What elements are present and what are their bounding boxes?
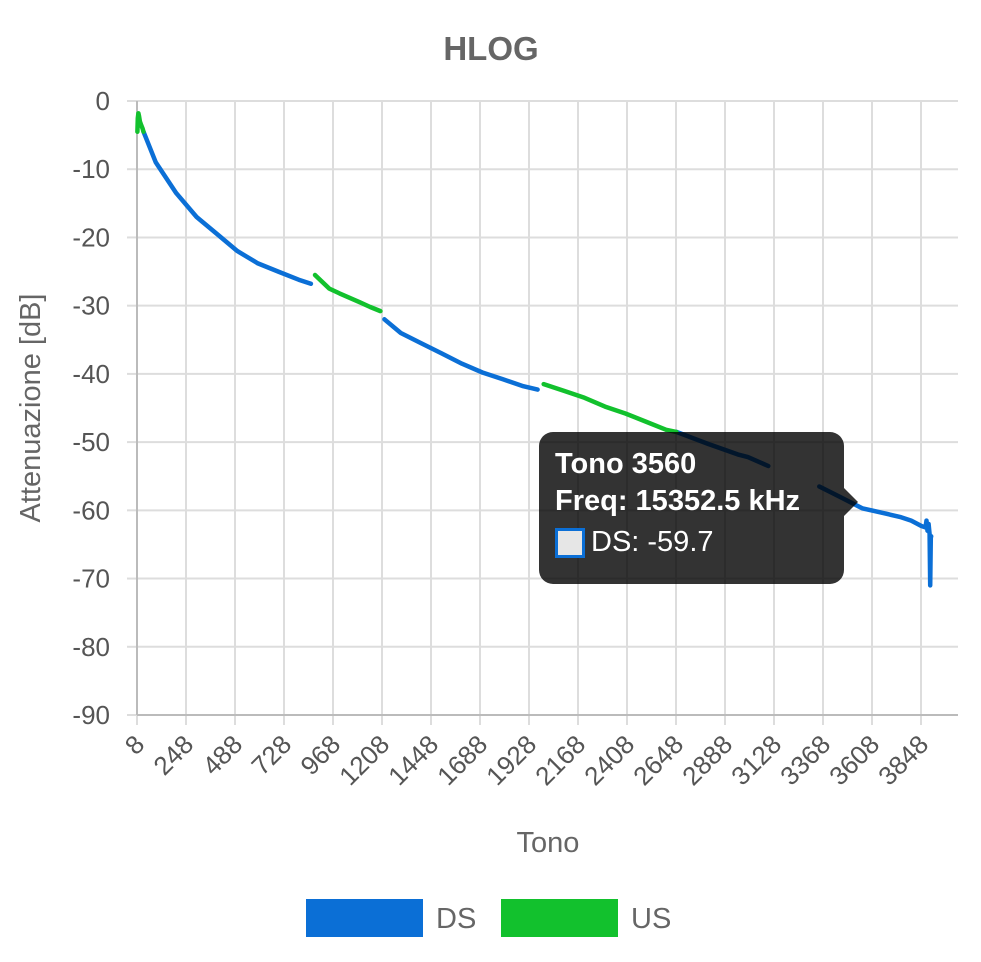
tooltip-caret bbox=[844, 488, 858, 516]
series-line-ds bbox=[382, 317, 540, 392]
axes bbox=[136, 101, 958, 716]
tooltip-body: DS: -59.7 bbox=[555, 526, 828, 559]
y-tick-label: -80 bbox=[72, 632, 110, 662]
legend: DS US bbox=[306, 899, 671, 937]
x-tick-label: 3128 bbox=[725, 729, 787, 791]
tooltip-color-swatch bbox=[555, 527, 585, 558]
x-axis-title: Tono bbox=[517, 827, 580, 859]
x-tick-label: 1208 bbox=[333, 729, 395, 791]
grid bbox=[127, 100, 958, 725]
y-tick-label: -90 bbox=[72, 700, 110, 730]
series-line-ds bbox=[923, 518, 934, 588]
tooltip-frequency: Freq: 15352.5 kHz bbox=[555, 485, 801, 517]
y-tick-label: -10 bbox=[72, 154, 110, 184]
tooltip: Tono 3560 Freq: 15352.5 kHz DS: -59.7 bbox=[539, 432, 858, 584]
legend-item-ds[interactable]: DS bbox=[306, 899, 476, 937]
x-tick-label: 1448 bbox=[382, 729, 444, 791]
series-line-ds bbox=[141, 129, 314, 287]
y-axis-title: Attenuazione [dB] bbox=[15, 294, 47, 523]
y-tick-labels: 0 -10 -20 -30 -40 -50 -60 -70 -80 -90 bbox=[72, 86, 110, 730]
legend-swatch-us bbox=[501, 899, 618, 937]
series-us bbox=[135, 111, 679, 435]
series-line-us bbox=[312, 272, 383, 314]
series-line-us bbox=[541, 381, 679, 435]
x-tick-label: 248 bbox=[147, 729, 199, 781]
y-tick-label: -60 bbox=[72, 495, 110, 525]
y-tick-label: -40 bbox=[72, 359, 110, 389]
y-tick-label: -20 bbox=[72, 222, 110, 252]
x-tick-label: 2168 bbox=[529, 729, 591, 791]
legend-item-us[interactable]: US bbox=[501, 899, 671, 937]
x-tick-label: 3368 bbox=[774, 729, 836, 791]
x-tick-label: 8 bbox=[119, 729, 150, 760]
y-tick-label: -30 bbox=[72, 291, 110, 321]
x-tick-label: 2408 bbox=[578, 729, 640, 791]
x-tick-labels: 8248488728968120814481688192821682408264… bbox=[119, 729, 934, 791]
tooltip-value: DS: -59.7 bbox=[591, 526, 714, 558]
x-tick-label: 2888 bbox=[676, 729, 738, 791]
tooltip-title: Tono 3560 bbox=[555, 448, 697, 480]
x-tick-label: 488 bbox=[196, 729, 248, 781]
y-tick-label: -70 bbox=[72, 564, 110, 594]
legend-label-ds: DS bbox=[436, 903, 476, 935]
y-tick-label: 0 bbox=[96, 86, 110, 116]
x-tick-label: 3848 bbox=[872, 729, 934, 791]
x-tick-label: 1688 bbox=[431, 729, 493, 791]
legend-swatch-ds bbox=[306, 899, 423, 937]
x-tick-label: 2648 bbox=[627, 729, 689, 791]
x-tick-label: 728 bbox=[245, 729, 297, 781]
x-tick-label: 3608 bbox=[823, 729, 885, 791]
legend-label-us: US bbox=[631, 903, 671, 935]
chart-title: HLOG bbox=[443, 30, 538, 67]
x-tick-label: 1928 bbox=[480, 729, 542, 791]
y-tick-label: -50 bbox=[72, 427, 110, 457]
series-line-us bbox=[135, 111, 146, 134]
